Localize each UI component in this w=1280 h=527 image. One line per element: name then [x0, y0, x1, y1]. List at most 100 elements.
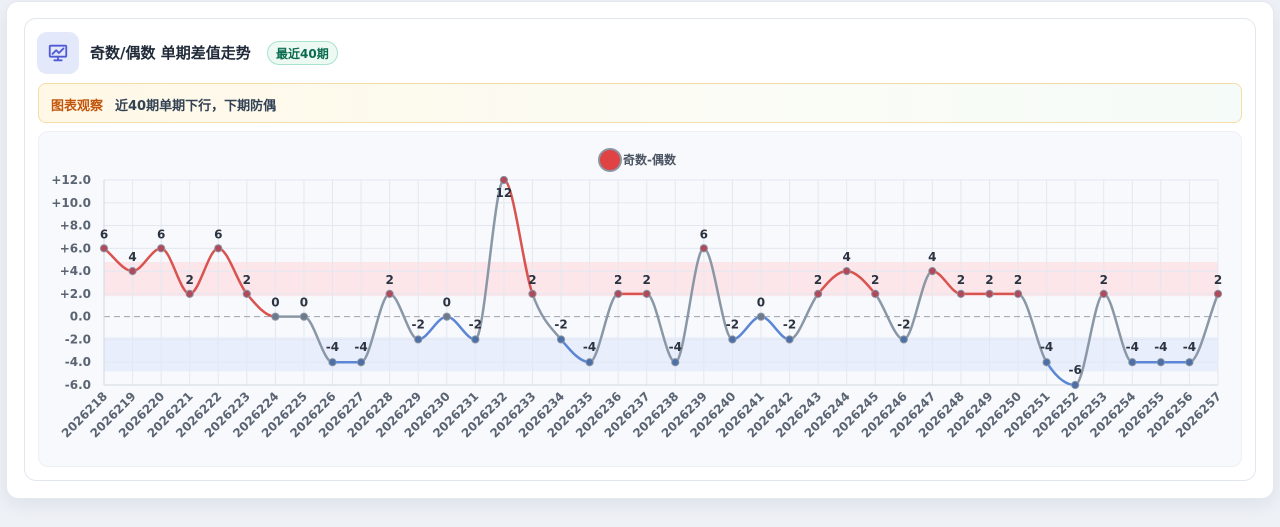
data-point[interactable]	[614, 289, 623, 298]
data-point[interactable]	[842, 267, 851, 276]
data-label: 6	[157, 227, 165, 241]
data-label: 2	[985, 273, 993, 287]
data-label: -6	[1069, 363, 1082, 377]
data-point[interactable]	[499, 175, 508, 185]
series-line-segment	[474, 178, 506, 341]
data-point[interactable]	[928, 267, 937, 276]
data-label: 4	[842, 250, 850, 264]
data-point[interactable]	[956, 289, 966, 298]
data-point[interactable]	[214, 244, 223, 253]
data-point[interactable]	[585, 358, 594, 367]
data-point[interactable]	[985, 289, 994, 298]
legend-label[interactable]: 奇数-偶数	[623, 152, 677, 167]
data-point[interactable]	[528, 289, 537, 298]
data-label: -2	[897, 317, 910, 331]
data-label: 4	[128, 250, 136, 264]
line-chart: +12.0 +10.0 +8.0 +6.0 +4.0 +2.0 0.0 -2.0 -4.0 -6.…	[51, 148, 1224, 440]
data-point[interactable]	[1042, 358, 1051, 367]
data-label: 2	[1214, 273, 1222, 287]
data-point[interactable]	[556, 335, 566, 344]
data-point[interactable]	[414, 335, 423, 344]
data-label: -4	[326, 340, 339, 354]
y-tick-label: +10.0	[51, 196, 91, 210]
data-point[interactable]	[699, 244, 708, 253]
chart-area: +12.0 +10.0 +8.0 +6.0 +4.0 +2.0 0.0 -2.0 -4.0 -6.…	[38, 131, 1242, 467]
data-label: 0	[757, 296, 765, 310]
y-tick-label: +2.0	[60, 287, 91, 301]
data-label: -4	[354, 340, 367, 354]
data-label: -4	[1183, 340, 1196, 354]
presentation-chart-icon	[48, 44, 68, 62]
y-tick-label: +6.0	[60, 241, 91, 255]
observation-banner: 图表观察 近40期单期下行，下期防偶	[38, 83, 1242, 123]
lower-band	[104, 337, 1218, 372]
data-label: 6	[100, 227, 108, 241]
data-point[interactable]	[1128, 358, 1137, 367]
data-label: 2	[957, 273, 965, 287]
data-point[interactable]	[1213, 289, 1223, 298]
data-label: -2	[554, 317, 567, 331]
data-label: -4	[1154, 340, 1167, 354]
legend-marker[interactable]	[598, 148, 622, 172]
data-point[interactable]	[785, 335, 794, 344]
upper-band	[104, 262, 1218, 297]
data-point[interactable]	[1013, 289, 1023, 298]
data-point[interactable]	[871, 289, 880, 298]
data-point[interactable]	[385, 289, 394, 298]
series-line-segment	[702, 247, 734, 341]
data-label: 2	[186, 273, 194, 287]
data-label: -4	[583, 340, 596, 354]
data-point[interactable]	[157, 244, 166, 253]
y-tick-label: -4.0	[65, 355, 91, 369]
y-tick-label: -6.0	[65, 378, 91, 392]
data-label: 2	[528, 273, 536, 287]
data-point[interactable]	[728, 335, 737, 344]
y-tick-label: -2.0	[65, 332, 91, 346]
data-point[interactable]	[899, 335, 908, 344]
data-label: 2	[614, 273, 622, 287]
header-icon-box	[37, 32, 79, 74]
data-point[interactable]	[356, 358, 366, 367]
data-point[interactable]	[185, 289, 194, 298]
data-label: 2	[814, 273, 822, 287]
data-label: -2	[412, 317, 425, 331]
data-label: 2	[643, 273, 651, 287]
data-point[interactable]	[1071, 380, 1080, 390]
data-label: 0	[443, 296, 451, 310]
data-point[interactable]	[642, 289, 651, 298]
data-point[interactable]	[128, 267, 137, 276]
data-label: 6	[700, 227, 708, 241]
data-label: 0	[300, 296, 308, 310]
data-label: 2	[1014, 273, 1022, 287]
data-point[interactable]	[471, 335, 480, 344]
data-label: -4	[1040, 340, 1053, 354]
data-label: -4	[669, 340, 682, 354]
data-label: 2	[1100, 273, 1108, 287]
data-label: 2	[871, 273, 879, 287]
data-point[interactable]	[814, 289, 823, 298]
data-label: 4	[928, 250, 936, 264]
data-point[interactable]	[242, 289, 251, 298]
data-label: -2	[726, 317, 739, 331]
y-tick-label: 0.0	[70, 310, 91, 324]
data-label: 12	[496, 186, 513, 200]
series-line-segment	[674, 247, 706, 364]
data-point[interactable]	[1185, 358, 1194, 367]
data-point[interactable]	[299, 312, 309, 321]
data-point[interactable]	[442, 312, 451, 321]
series-line-segment	[502, 178, 534, 296]
series-line-segment	[1073, 292, 1105, 387]
y-tick-label: +12.0	[51, 173, 91, 187]
data-label: 6	[214, 227, 222, 241]
data-point[interactable]	[328, 358, 337, 367]
data-point[interactable]	[99, 244, 109, 253]
data-point[interactable]	[1099, 289, 1108, 298]
data-label: 2	[385, 273, 393, 287]
y-tick-label: +4.0	[60, 264, 91, 278]
data-point[interactable]	[271, 312, 280, 321]
data-label: -2	[783, 317, 796, 331]
data-point[interactable]	[1156, 358, 1165, 367]
data-point[interactable]	[756, 312, 766, 321]
card-title: 奇数/偶数 单期差值走势	[90, 44, 251, 62]
data-point[interactable]	[671, 358, 680, 367]
